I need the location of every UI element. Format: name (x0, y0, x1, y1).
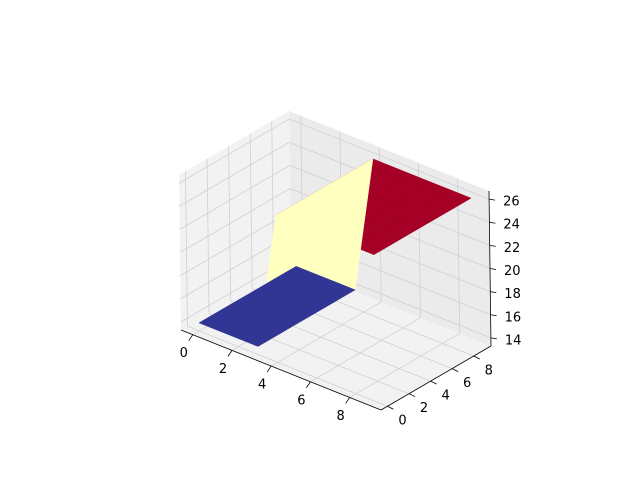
z-tick-label: 26 (503, 195, 520, 210)
z-tick-mark (490, 337, 497, 340)
x-tick-label: 8 (336, 409, 344, 424)
x-tick-label: 6 (297, 393, 305, 408)
grid-z-back (288, 118, 490, 200)
z-tick-mark (489, 221, 496, 224)
z-tick-mark (489, 198, 496, 201)
y-tick-mark (451, 368, 459, 372)
surface-mesh (198, 158, 472, 347)
grid-z-left (179, 188, 291, 253)
y-tick-label: 0 (398, 414, 406, 429)
y-tick-label: 2 (420, 401, 428, 416)
y-tick-mark (387, 405, 394, 410)
z-tick-label: 18 (504, 287, 521, 302)
z-tick-mark (489, 244, 496, 247)
y-axis-line (380, 345, 492, 411)
x-tick-mark (227, 350, 233, 357)
x-tick-label: 0 (180, 346, 188, 361)
grid-x-floor (349, 333, 460, 398)
y-tick-mark (473, 355, 480, 360)
grid-z-left (180, 211, 291, 276)
grid-x-floor (270, 301, 382, 367)
z-tick-label: 14 (505, 333, 522, 348)
grid-z-left (178, 118, 290, 184)
grid-z-left (179, 165, 290, 230)
grid-z-left (179, 141, 290, 207)
y-tick-mark (408, 393, 416, 398)
z-tick-label: 24 (503, 218, 520, 233)
y-tick-label: 8 (485, 364, 493, 379)
x-tick-mark (188, 334, 194, 341)
z-tick-mark (490, 314, 497, 317)
x-tick-mark (345, 397, 350, 404)
x-tick-label: 4 (258, 378, 266, 393)
x-tick-mark (266, 365, 272, 373)
y-tick-label: 4 (441, 389, 449, 404)
x-tick-mark (306, 381, 311, 388)
z-tick-label: 20 (504, 264, 521, 279)
grid-y-floor (187, 325, 388, 407)
z-tick-label: 16 (505, 310, 522, 325)
y-tick-label: 6 (463, 376, 471, 391)
grid-x-floor (310, 317, 421, 383)
x-tick-label: 2 (219, 362, 227, 377)
y-tick-mark (430, 380, 437, 385)
x-axis-line (180, 329, 382, 411)
z-tick-mark (489, 268, 497, 270)
axis-lines (180, 190, 497, 411)
z-tick-label: 22 (504, 241, 521, 256)
z-tick-mark (490, 291, 497, 294)
surface-patch (285, 266, 317, 281)
